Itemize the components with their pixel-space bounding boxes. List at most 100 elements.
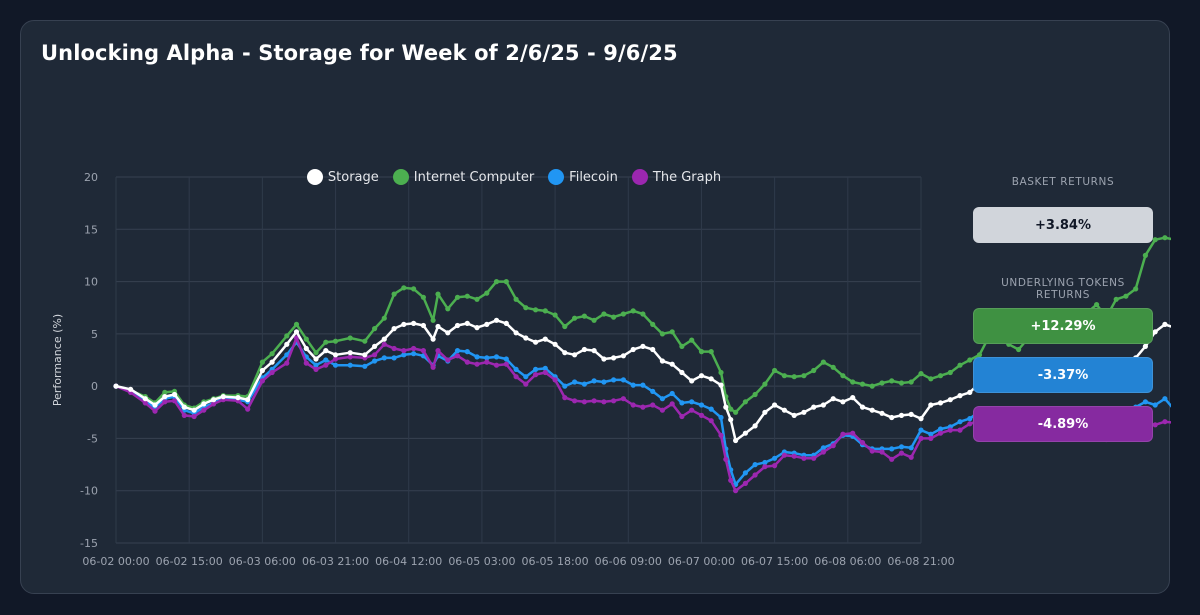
data-point	[659, 358, 666, 364]
data-point	[142, 396, 148, 402]
data-point	[611, 398, 617, 404]
legend-swatch	[548, 169, 565, 185]
data-point	[791, 453, 797, 459]
data-point	[152, 402, 158, 408]
data-point	[1113, 296, 1119, 302]
y-tick-label: -15	[80, 537, 98, 550]
data-point	[332, 356, 339, 362]
legend-item[interactable]: The Graph	[631, 169, 721, 185]
data-point	[235, 395, 241, 401]
data-point	[259, 359, 265, 365]
data-point	[918, 435, 924, 441]
data-point	[464, 320, 470, 326]
data-point	[391, 326, 397, 332]
data-point	[889, 456, 895, 462]
data-point	[669, 361, 675, 367]
data-point	[191, 413, 197, 420]
data-point	[869, 407, 875, 413]
data-point	[889, 378, 895, 384]
data-point	[689, 337, 695, 343]
data-point	[523, 381, 529, 387]
data-point	[411, 286, 417, 292]
data-point	[503, 320, 509, 326]
data-point	[640, 404, 646, 410]
data-point	[332, 338, 339, 344]
data-point	[454, 294, 461, 300]
data-point	[728, 477, 734, 483]
token-return-the-graph: -4.89%	[973, 406, 1153, 442]
chart-card: Unlocking Alpha - Storage for Week of 2/…	[20, 20, 1171, 594]
data-point	[391, 345, 397, 352]
legend-item[interactable]: Storage	[306, 169, 379, 185]
data-point	[718, 414, 724, 421]
data-point	[411, 345, 417, 352]
data-point	[493, 279, 500, 285]
data-point	[323, 357, 329, 363]
data-point	[323, 348, 329, 354]
data-point	[113, 383, 119, 389]
data-point	[362, 352, 368, 358]
data-point	[762, 464, 768, 470]
data-point	[401, 348, 407, 354]
data-point	[552, 312, 558, 318]
data-point	[928, 435, 934, 441]
data-point	[211, 397, 217, 403]
data-point	[728, 406, 734, 412]
data-point	[879, 449, 885, 455]
data-point	[679, 343, 685, 349]
data-point	[752, 391, 758, 398]
data-point	[259, 367, 265, 374]
data-point	[947, 369, 953, 376]
data-point	[484, 355, 490, 361]
data-point	[937, 373, 944, 379]
data-point	[811, 404, 817, 410]
data-point	[420, 294, 426, 300]
data-point	[581, 313, 588, 319]
data-point	[293, 329, 300, 335]
chart-legend: Storage Internet Computer Filecoin The Grap…	[271, 169, 757, 185]
data-point	[830, 443, 836, 449]
data-point	[698, 373, 705, 379]
data-point	[201, 401, 207, 407]
data-point	[908, 411, 914, 417]
data-point	[401, 321, 407, 327]
data-point	[791, 412, 797, 418]
data-point	[708, 376, 714, 382]
data-point	[1162, 419, 1168, 425]
data-point	[1094, 302, 1100, 308]
data-point	[581, 381, 588, 387]
data-point	[830, 396, 836, 402]
data-point	[381, 355, 387, 361]
data-point	[332, 362, 339, 368]
data-point	[162, 394, 168, 400]
legend-item[interactable]: Internet Computer	[392, 169, 534, 185]
data-point	[698, 402, 705, 408]
data-point	[752, 472, 758, 478]
data-point	[484, 321, 490, 327]
data-point	[513, 330, 519, 336]
data-point	[313, 362, 319, 368]
data-point	[430, 364, 436, 370]
data-point	[313, 366, 319, 372]
data-point	[372, 343, 378, 349]
data-point	[1162, 321, 1168, 327]
token-return-filecoin: -3.37%	[973, 357, 1153, 393]
data-point	[362, 338, 368, 344]
data-point	[445, 330, 451, 336]
data-point	[533, 339, 539, 345]
data-point	[430, 336, 436, 342]
data-point	[474, 325, 480, 331]
token-return-internet-computer: +12.29%	[973, 308, 1153, 344]
data-point	[679, 413, 685, 420]
data-point	[1142, 399, 1148, 405]
data-point	[650, 402, 656, 408]
y-tick-label: 10	[84, 276, 98, 289]
data-point	[947, 427, 953, 433]
data-point	[928, 402, 934, 408]
legend-item[interactable]: Filecoin	[548, 169, 618, 185]
data-point	[1133, 286, 1139, 292]
y-tick-label: 0	[91, 380, 98, 393]
data-point	[918, 427, 924, 433]
data-point	[562, 323, 568, 330]
data-point	[630, 382, 636, 388]
